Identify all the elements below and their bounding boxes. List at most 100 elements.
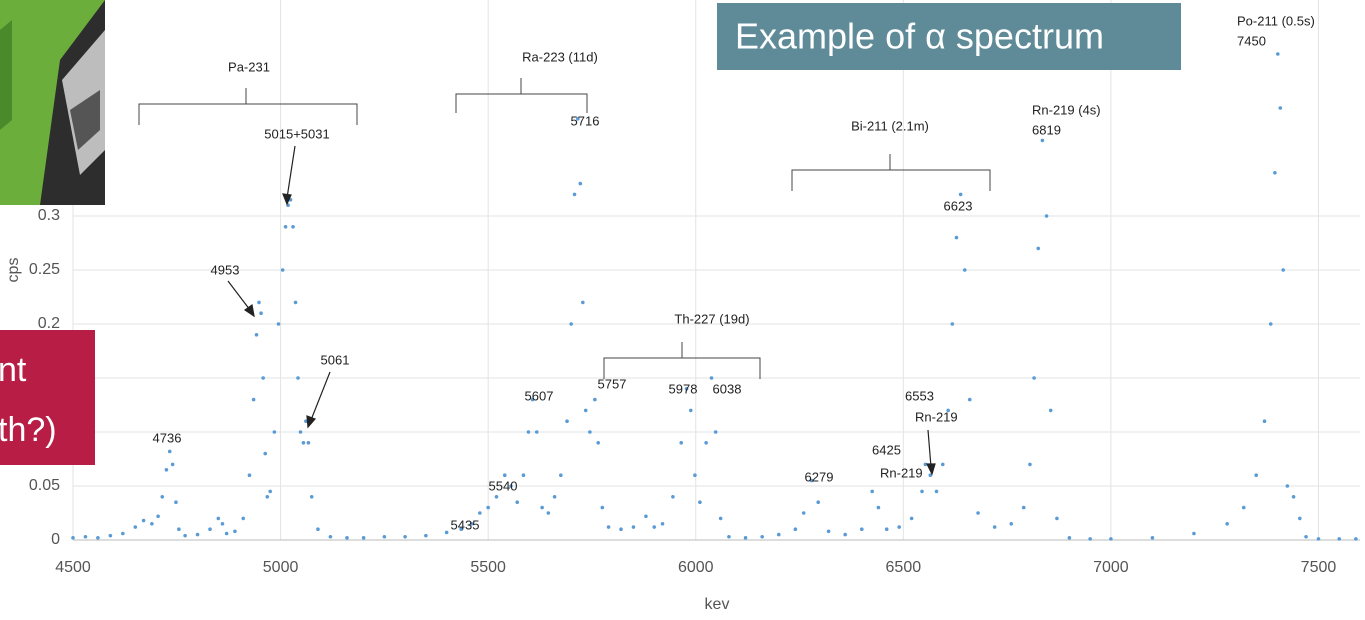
point [698,500,702,505]
annotation: 5015+5031 [264,126,329,141]
point [870,489,874,494]
point [1150,536,1155,540]
point [727,534,731,539]
point [793,527,798,531]
point [1021,505,1026,510]
point [530,397,535,402]
bracket [791,154,991,191]
y-tick-label: 0.25 [29,261,60,278]
point [644,514,648,519]
point [606,525,611,529]
point [583,408,588,413]
point [241,516,246,521]
point [486,505,490,510]
point [660,522,665,526]
point [860,527,864,531]
point [160,495,165,499]
point [565,419,569,424]
point [1268,322,1273,326]
point [276,322,281,326]
point [309,495,314,499]
annotations: Pa-231 Ra-223 (11d) 5716 Bi-211 (2.1m) Rn-21… [153,13,1315,532]
point [251,397,256,402]
point [526,430,531,434]
point [976,511,980,515]
point [688,408,693,413]
point [259,311,263,316]
point [1291,495,1296,499]
point [884,527,889,531]
point [83,534,88,539]
point [1044,214,1049,218]
point [521,473,526,478]
point [291,225,295,229]
point [296,376,300,380]
point [1028,462,1032,467]
point [96,536,100,540]
annotation: 6425 [872,442,901,457]
point [261,376,265,380]
point [1354,537,1358,541]
point [515,500,520,505]
point [459,527,463,531]
annotation: Pa-231 [228,59,270,74]
annotation: 6038 [713,381,742,396]
y-axis-label: cps [5,258,22,283]
x-tick-label: 7000 [1093,559,1129,576]
point [424,533,428,538]
annotation: 4953 [211,262,240,277]
point [478,511,482,515]
point [546,511,551,515]
point [1036,246,1041,251]
point [876,505,881,510]
annotation: Bi-211 (2.1m) [851,118,929,133]
annotation: 5061 [321,352,350,367]
bracket [455,78,588,113]
point [920,489,924,494]
point [208,527,212,531]
point [631,525,636,529]
point [909,516,914,521]
point [316,527,320,531]
y-tick-label: 0.2 [38,315,60,332]
point [578,181,583,186]
annotation: Rn-219 [915,409,958,424]
point [1032,376,1036,380]
photo [0,0,105,205]
bracket [603,342,761,379]
point [652,525,657,529]
y-tick-label: 0.3 [38,207,60,224]
point [1281,268,1285,272]
point [1009,522,1014,526]
annotation: Th-227 (19d) [674,311,749,326]
point [403,534,407,539]
point [133,525,138,529]
arrowhead [926,463,936,476]
point [216,516,221,521]
x-tick-label: 7500 [1301,559,1337,576]
point [946,408,950,413]
annotation: 5435 [451,517,480,532]
point [1273,171,1277,175]
point [967,397,972,402]
point [361,536,366,540]
point [293,300,298,305]
annotation: Rn-219 [880,465,923,480]
point [345,536,349,540]
point [301,441,306,445]
arrow [227,280,251,311]
point [704,441,708,445]
point [224,531,229,536]
point [593,397,597,402]
point [328,534,333,539]
point [150,522,154,526]
point [268,489,273,494]
point [540,505,544,510]
points [71,52,1358,541]
point [1285,484,1290,488]
point [1048,408,1053,413]
annotation: 5607 [525,388,554,403]
point [121,531,125,536]
